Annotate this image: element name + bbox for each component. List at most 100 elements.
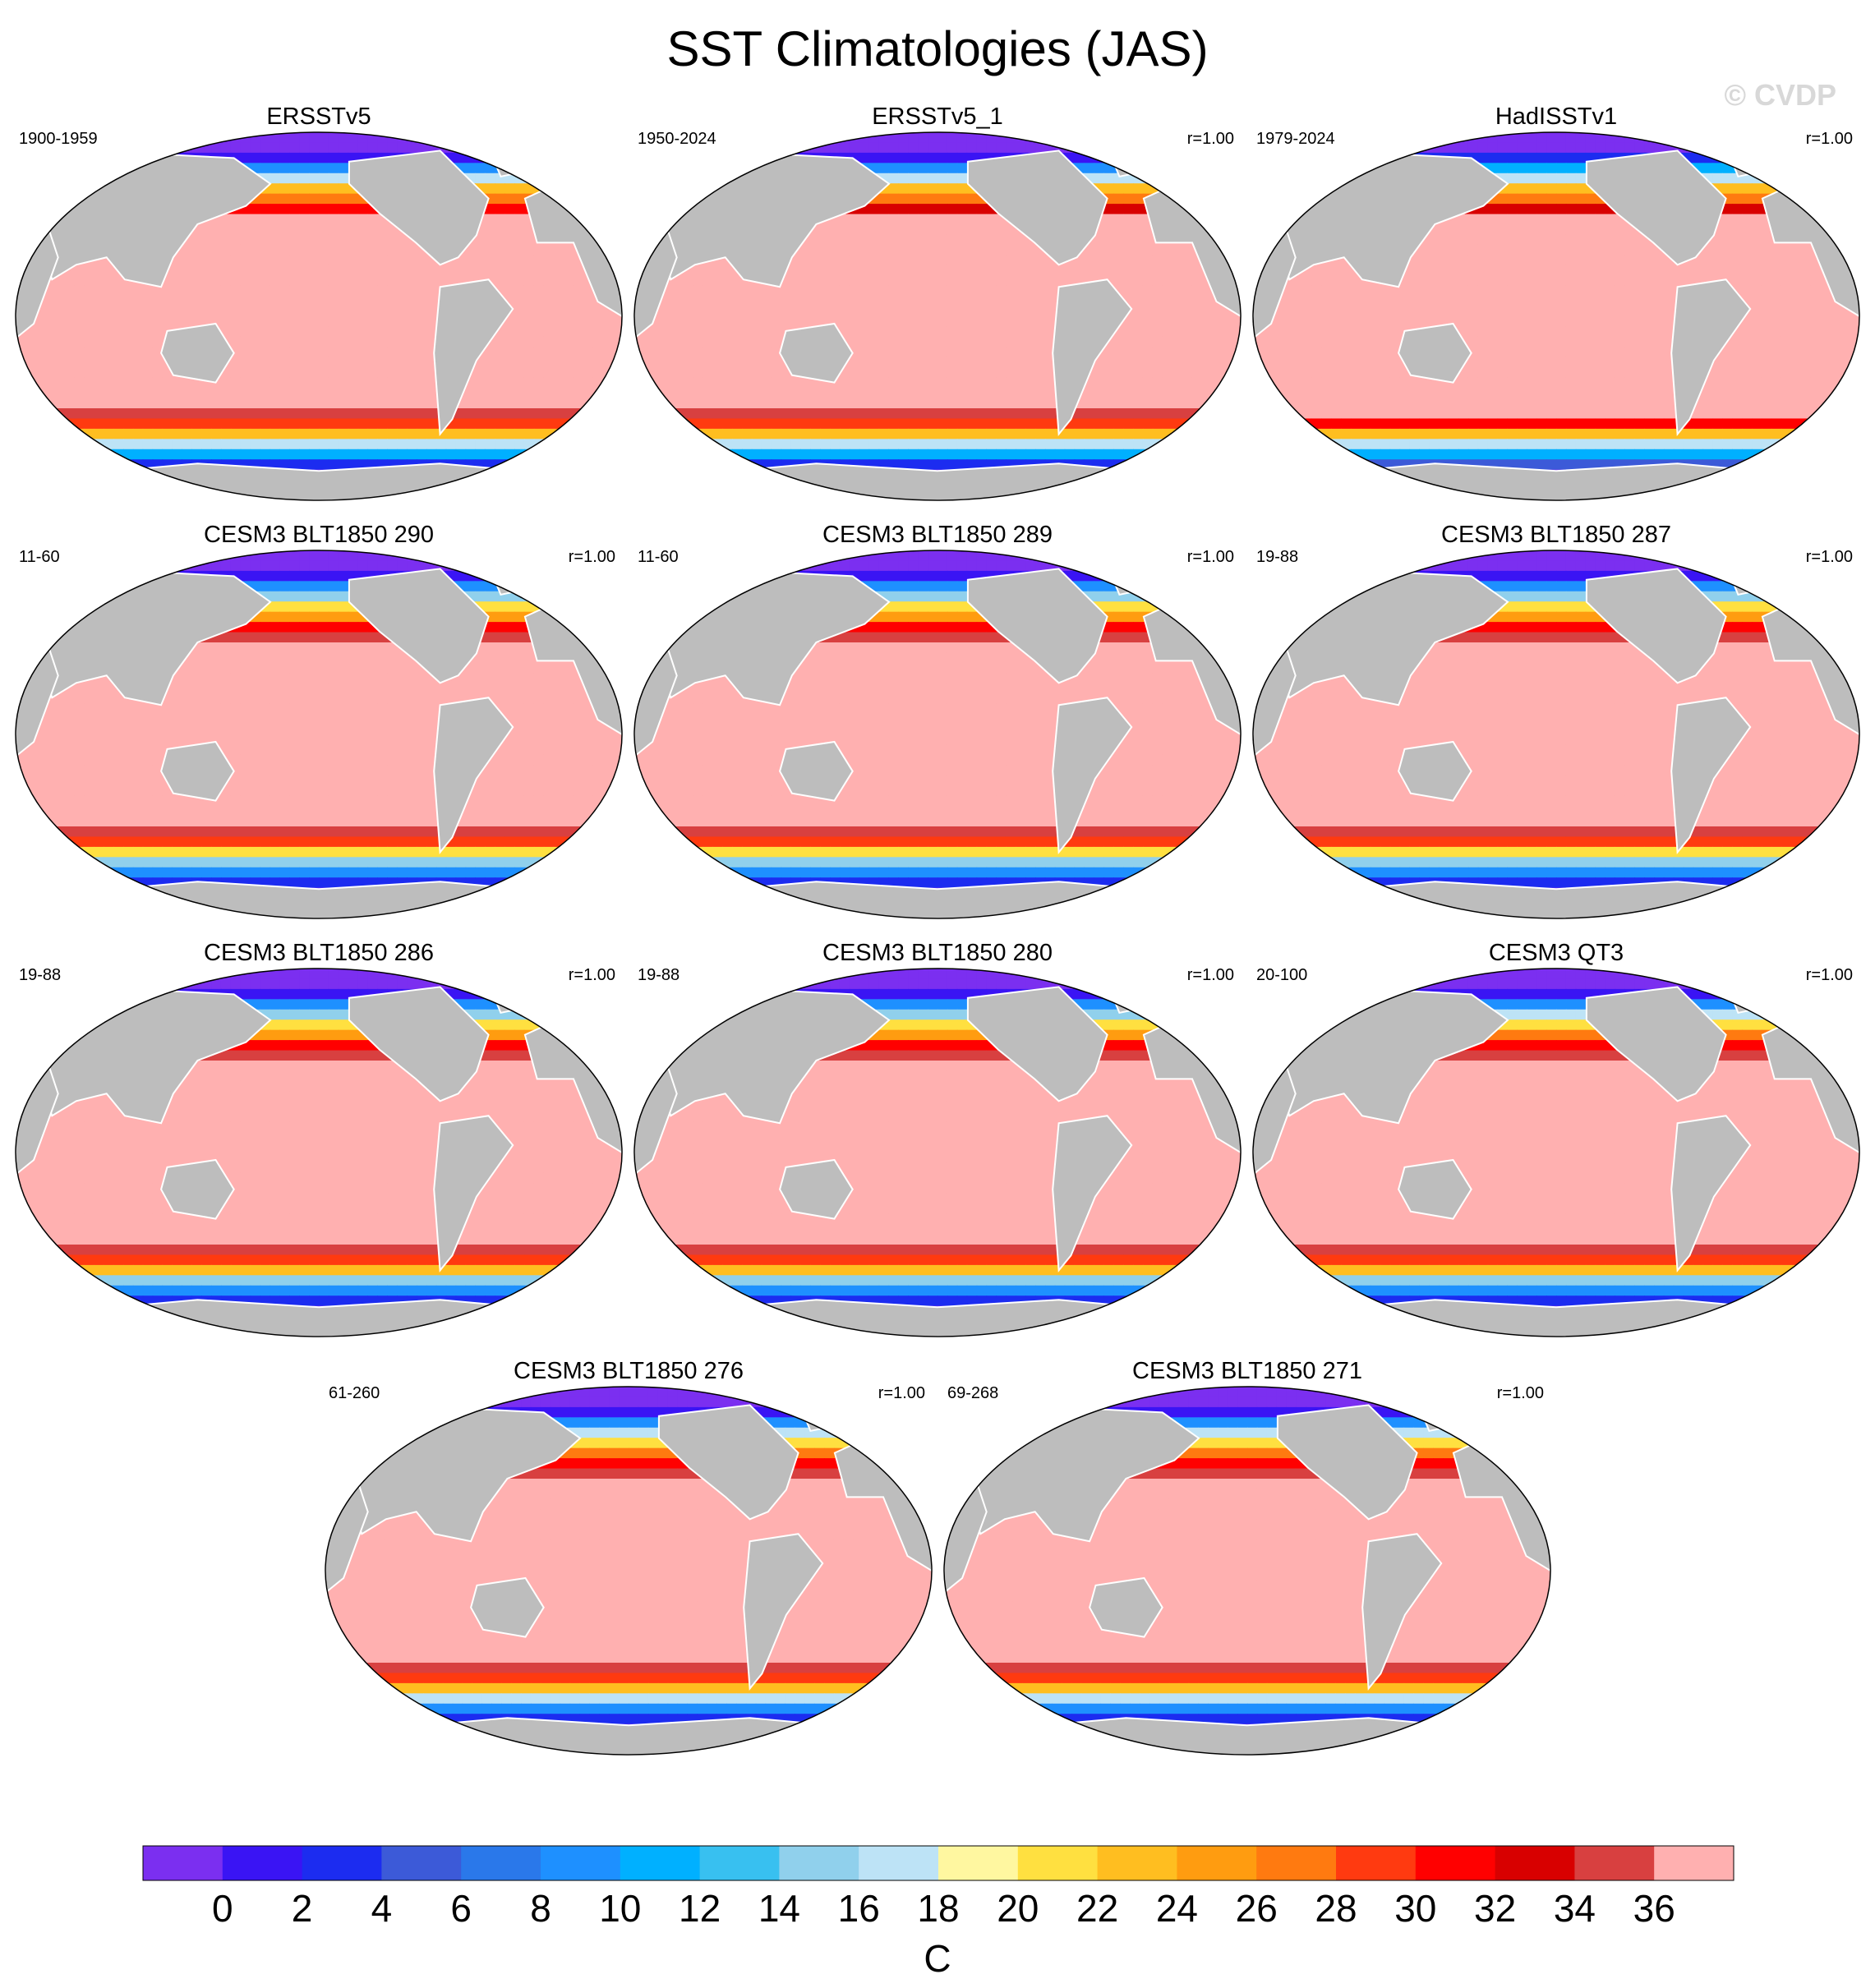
sst-cell xyxy=(1152,459,1163,471)
sst-cell xyxy=(849,306,860,317)
sst-cell xyxy=(602,428,613,439)
sst-cell xyxy=(1399,132,1411,144)
sst-cell xyxy=(653,152,665,163)
sst-cell xyxy=(673,459,684,471)
sst-cell xyxy=(387,398,398,409)
sst-cell xyxy=(898,408,909,420)
sst-cell xyxy=(573,132,583,144)
sst-cell xyxy=(868,357,880,368)
sst-cell xyxy=(455,439,467,450)
sst-cell xyxy=(1182,173,1193,184)
sst-cell xyxy=(563,367,574,379)
sst-cell xyxy=(996,347,1007,358)
sst-cell xyxy=(240,377,251,389)
sst-cell xyxy=(1771,142,1782,154)
sst-cell xyxy=(1162,255,1173,266)
sst-cell xyxy=(182,439,192,450)
sst-cell xyxy=(712,428,723,439)
sst-cell xyxy=(976,428,988,439)
sst-cell xyxy=(54,367,66,379)
sst-cell xyxy=(1123,377,1134,389)
sst-cell xyxy=(1142,142,1154,154)
sst-cell xyxy=(113,459,124,471)
sst-cell xyxy=(583,449,593,460)
sst-cell xyxy=(563,173,574,184)
sst-cell xyxy=(820,490,831,500)
sst-cell xyxy=(1044,377,1056,389)
sst-cell xyxy=(279,296,290,307)
sst-cell xyxy=(44,398,56,409)
sst-cell xyxy=(683,326,694,338)
sst-cell xyxy=(839,428,850,439)
sst-cell xyxy=(553,326,564,338)
sst-cell xyxy=(673,428,684,439)
sst-cell xyxy=(761,132,772,144)
sst-cell xyxy=(270,326,280,338)
sst-cell xyxy=(1094,255,1104,266)
sst-cell xyxy=(573,347,583,358)
sst-cell xyxy=(1732,204,1743,215)
sst-cell xyxy=(514,214,525,225)
sst-cell xyxy=(25,449,36,460)
sst-cell xyxy=(1201,316,1212,328)
sst-cell xyxy=(25,234,36,246)
sst-cell xyxy=(761,408,772,420)
sst-cell xyxy=(279,336,290,347)
sst-cell xyxy=(16,469,26,481)
sst-cell xyxy=(279,244,290,255)
sst-cell xyxy=(1850,193,1859,205)
sst-cell xyxy=(485,449,495,460)
sst-cell xyxy=(1830,204,1840,215)
sst-cell xyxy=(357,439,369,450)
sst-cell xyxy=(643,439,655,450)
sst-cell xyxy=(781,132,792,144)
sst-cell xyxy=(220,275,232,287)
sst-cell xyxy=(592,316,603,328)
sst-cell xyxy=(172,480,182,491)
sst-cell xyxy=(573,490,583,500)
sst-cell xyxy=(996,132,1007,144)
sst-cell xyxy=(367,367,379,379)
sst-cell xyxy=(1162,183,1173,195)
sst-cell xyxy=(703,449,713,460)
sst-cell xyxy=(338,306,349,317)
sst-cell xyxy=(142,490,154,500)
sst-cell xyxy=(898,316,909,328)
sst-cell xyxy=(309,336,320,347)
sst-cell xyxy=(1123,336,1134,347)
sst-cell xyxy=(898,265,909,276)
sst-cell xyxy=(1191,204,1202,215)
sst-cell xyxy=(553,418,564,430)
sst-cell xyxy=(250,357,261,368)
sst-cell xyxy=(523,132,535,144)
sst-cell xyxy=(94,336,104,347)
sst-cell xyxy=(260,142,271,154)
sst-cell xyxy=(1221,193,1232,205)
sst-cell xyxy=(44,377,56,389)
sst-cell xyxy=(104,408,114,420)
sst-cell xyxy=(142,152,154,163)
sst-cell xyxy=(612,244,622,255)
sst-cell xyxy=(898,336,909,347)
sst-cell xyxy=(1162,398,1173,409)
sst-cell xyxy=(504,244,515,255)
sst-cell xyxy=(319,152,329,163)
sst-cell xyxy=(771,428,782,439)
sst-cell xyxy=(868,285,880,297)
sst-cell xyxy=(377,285,388,297)
sst-cell xyxy=(703,480,713,491)
sst-cell xyxy=(732,377,743,389)
sst-cell xyxy=(35,183,46,195)
sst-cell xyxy=(693,439,703,450)
sst-cell xyxy=(612,490,622,500)
sst-cell xyxy=(928,173,938,184)
sst-cell xyxy=(1429,132,1440,144)
sst-cell xyxy=(1253,214,1264,225)
sst-cell xyxy=(367,336,379,347)
sst-cell xyxy=(663,193,675,205)
sst-cell xyxy=(1142,388,1154,399)
sst-cell xyxy=(270,398,280,409)
sst-cell xyxy=(986,214,997,225)
sst-cell xyxy=(1113,132,1124,144)
sst-cell xyxy=(319,398,329,409)
